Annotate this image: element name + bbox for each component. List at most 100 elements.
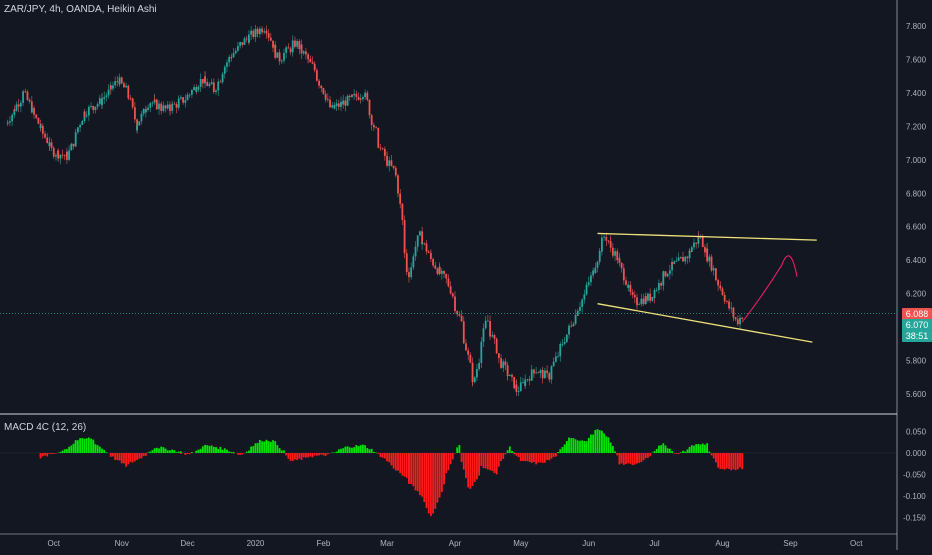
candle-body [426,244,428,252]
price-tick-label: 6.800 [906,189,927,198]
candle-body [305,51,307,54]
macd-bar [119,453,121,461]
macd-bar [279,448,281,453]
candle-body [165,105,167,108]
candle-body [116,81,118,82]
candle-body [51,142,53,148]
macd-bar [277,445,279,453]
candle-body [358,97,360,100]
macd-bar [165,449,167,453]
macd-bar [448,453,450,470]
macd-bar [533,453,535,462]
macd-bar [610,443,612,453]
macd-bar [535,453,537,464]
candle-body [386,156,388,166]
candle-body [294,41,296,47]
time-tick-label: May [513,539,528,548]
macd-bar [557,452,559,453]
candle-body [380,148,382,149]
candle-body [562,344,564,345]
candle-body [509,375,511,376]
macd-bar [97,445,99,453]
macd-bar [735,453,737,470]
macd-bar [450,453,452,464]
candle-body [496,339,498,354]
candle-body [529,379,531,380]
macd-bar [342,448,344,453]
macd-bar [327,453,329,454]
candle-body [257,33,259,34]
macd-bar [524,453,526,461]
candle-body [75,132,77,134]
macd-bar [261,441,263,453]
macd-bar [485,453,487,468]
candle-body [715,276,717,280]
candle-body [160,109,162,111]
candle-body [110,85,112,88]
candle-body [391,160,393,165]
candle-body [577,311,579,316]
candle-body [410,267,412,277]
macd-bar [494,453,496,473]
candle-body [127,94,129,98]
macd-bar [123,453,125,463]
macd-bar [592,435,594,453]
macd-bar [505,453,507,454]
candle-body [667,274,669,276]
candle-body [483,328,485,341]
candle-body [487,321,489,322]
macd-bar [353,447,355,453]
candle-body [704,247,706,252]
macd-bar [362,445,364,453]
candle-body [224,67,226,74]
candle-body [498,354,500,358]
candle-body [654,290,656,298]
candle-body [404,220,406,238]
candle-body [526,379,528,380]
candle-body [603,237,605,238]
macd-bar [638,453,640,463]
candle-body [195,90,197,92]
macd-bar [577,440,579,453]
candle-body [533,372,535,373]
macd-bar [371,449,373,453]
macd-bar [669,449,671,453]
macd-bar [419,453,421,495]
macd-bar [717,453,719,468]
candle-body [619,258,621,262]
macd-bar [163,447,165,453]
candle-body [307,58,309,59]
macd-bar [667,448,669,453]
time-tick-label: Aug [715,539,729,548]
candle-body [154,99,156,100]
candle-body [730,308,732,309]
candle-body [621,263,623,268]
candle-body [399,194,401,204]
macd-bar [211,445,213,453]
candle-body [656,290,658,291]
macd-bar [84,439,86,453]
candle-body [588,282,590,285]
macd-bar [452,453,454,459]
candle-body [708,257,710,262]
macd-bar [320,453,322,454]
macd-bar [621,453,623,463]
price-tick-label: 5.600 [906,390,927,399]
time-tick-label: 2020 [247,539,265,548]
candle-body [546,371,548,373]
macd-bar [40,453,42,456]
macd-bar [562,447,564,453]
candle-body [303,51,305,53]
macd-bar [662,443,664,453]
candle-body [568,326,570,327]
candle-body [27,92,29,100]
macd-bar [415,453,417,490]
candle-body [62,155,64,156]
candle-body [123,83,125,87]
macd-bar [215,448,217,453]
macd-bar [312,453,314,457]
candle-body [351,95,353,96]
macd-bar [364,445,366,453]
macd-bar [568,438,570,453]
